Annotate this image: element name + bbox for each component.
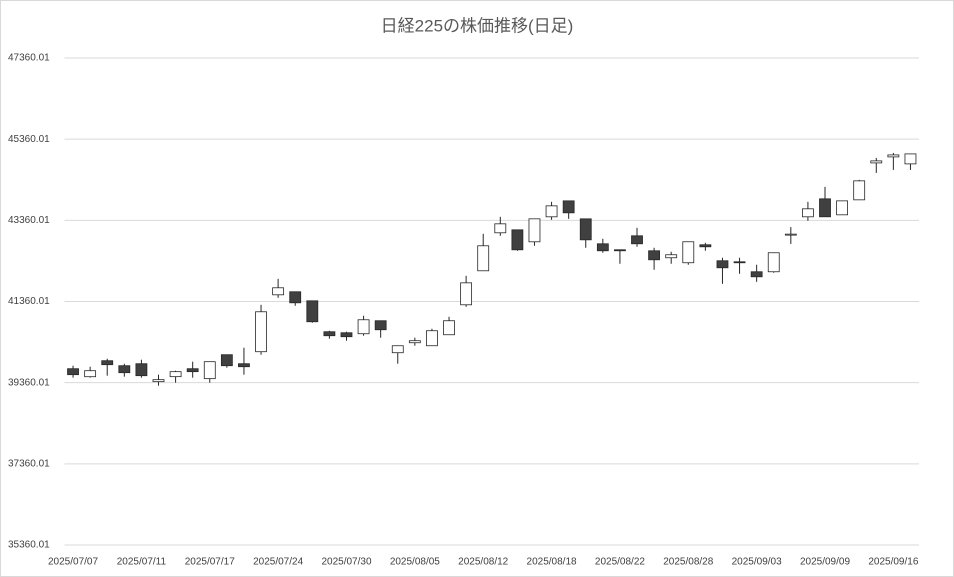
candle-body bbox=[545, 205, 558, 218]
candle-body bbox=[357, 319, 370, 335]
x-tick-label: 2025/07/24 bbox=[253, 557, 303, 568]
candle-body bbox=[84, 370, 97, 378]
candle-body bbox=[169, 371, 182, 378]
y-tick-label: 47360.01 bbox=[8, 53, 50, 64]
candle-body bbox=[887, 154, 900, 158]
candle-body bbox=[391, 345, 404, 354]
y-tick-label: 39360.01 bbox=[8, 377, 50, 388]
y-tick-label: 35360.01 bbox=[8, 540, 50, 551]
candle-body bbox=[665, 254, 678, 259]
candle-body bbox=[118, 365, 131, 374]
candle-body bbox=[562, 200, 575, 214]
candle-body bbox=[853, 180, 866, 201]
candle-body bbox=[511, 229, 524, 251]
candle-body bbox=[67, 368, 79, 376]
candle-body bbox=[596, 243, 609, 252]
x-tick-label: 2025/07/30 bbox=[321, 557, 371, 568]
candle-body bbox=[340, 332, 353, 338]
candle-body bbox=[272, 287, 285, 296]
candle-body bbox=[323, 331, 336, 337]
candle-body bbox=[220, 354, 233, 367]
candle-body bbox=[631, 235, 643, 245]
x-tick-label: 2025/08/12 bbox=[458, 557, 508, 568]
y-tick-label: 37360.01 bbox=[8, 458, 50, 469]
candle-body bbox=[238, 363, 250, 368]
candle-body bbox=[289, 291, 302, 304]
candle-body bbox=[528, 218, 541, 243]
x-tick-label: 2025/08/22 bbox=[595, 557, 645, 568]
candle-body bbox=[306, 300, 319, 323]
x-tick-label: 2025/07/17 bbox=[185, 557, 235, 568]
y-tick-label: 45360.01 bbox=[8, 134, 50, 145]
candle-body bbox=[477, 245, 490, 272]
candle-body bbox=[750, 271, 763, 278]
candle-body bbox=[152, 379, 165, 383]
x-tick-label: 2025/09/09 bbox=[800, 557, 850, 568]
candle-body bbox=[408, 340, 421, 344]
chart-title: 日経225の株価推移(日足) bbox=[381, 16, 574, 35]
x-tick-label: 2025/07/07 bbox=[48, 557, 98, 568]
candle-body bbox=[716, 260, 729, 269]
candle-body bbox=[648, 250, 661, 261]
x-tick-label: 2025/07/11 bbox=[117, 557, 167, 568]
candle-body bbox=[255, 311, 267, 353]
candle-body bbox=[186, 368, 199, 373]
x-tick-label: 2025/08/05 bbox=[390, 557, 440, 568]
y-tick-label: 43360.01 bbox=[8, 215, 50, 226]
candle-body bbox=[374, 320, 387, 331]
candle-body bbox=[460, 282, 473, 306]
candle-body bbox=[836, 200, 848, 216]
candle-body bbox=[579, 218, 592, 241]
candle-body bbox=[614, 249, 626, 252]
candle-body bbox=[682, 241, 695, 264]
candle-body bbox=[426, 330, 438, 347]
y-tick-label: 41360.01 bbox=[8, 296, 50, 307]
candle-body bbox=[802, 208, 814, 218]
x-tick-label: 2025/08/18 bbox=[527, 557, 577, 568]
candle-body bbox=[784, 233, 797, 236]
candle-body bbox=[767, 252, 780, 273]
candle-body bbox=[819, 198, 831, 218]
candle-body bbox=[135, 363, 148, 377]
x-tick-label: 2025/09/03 bbox=[732, 557, 782, 568]
candle-body bbox=[904, 153, 917, 165]
candle-body bbox=[443, 320, 455, 336]
candle-body bbox=[101, 360, 114, 366]
candle-body bbox=[494, 223, 507, 234]
candle-body bbox=[870, 160, 883, 164]
x-tick-label: 2025/09/16 bbox=[868, 557, 918, 568]
candle-body bbox=[733, 261, 746, 264]
x-tick-label: 2025/08/28 bbox=[663, 557, 713, 568]
candle-body bbox=[203, 361, 216, 380]
candle-body bbox=[699, 244, 712, 248]
